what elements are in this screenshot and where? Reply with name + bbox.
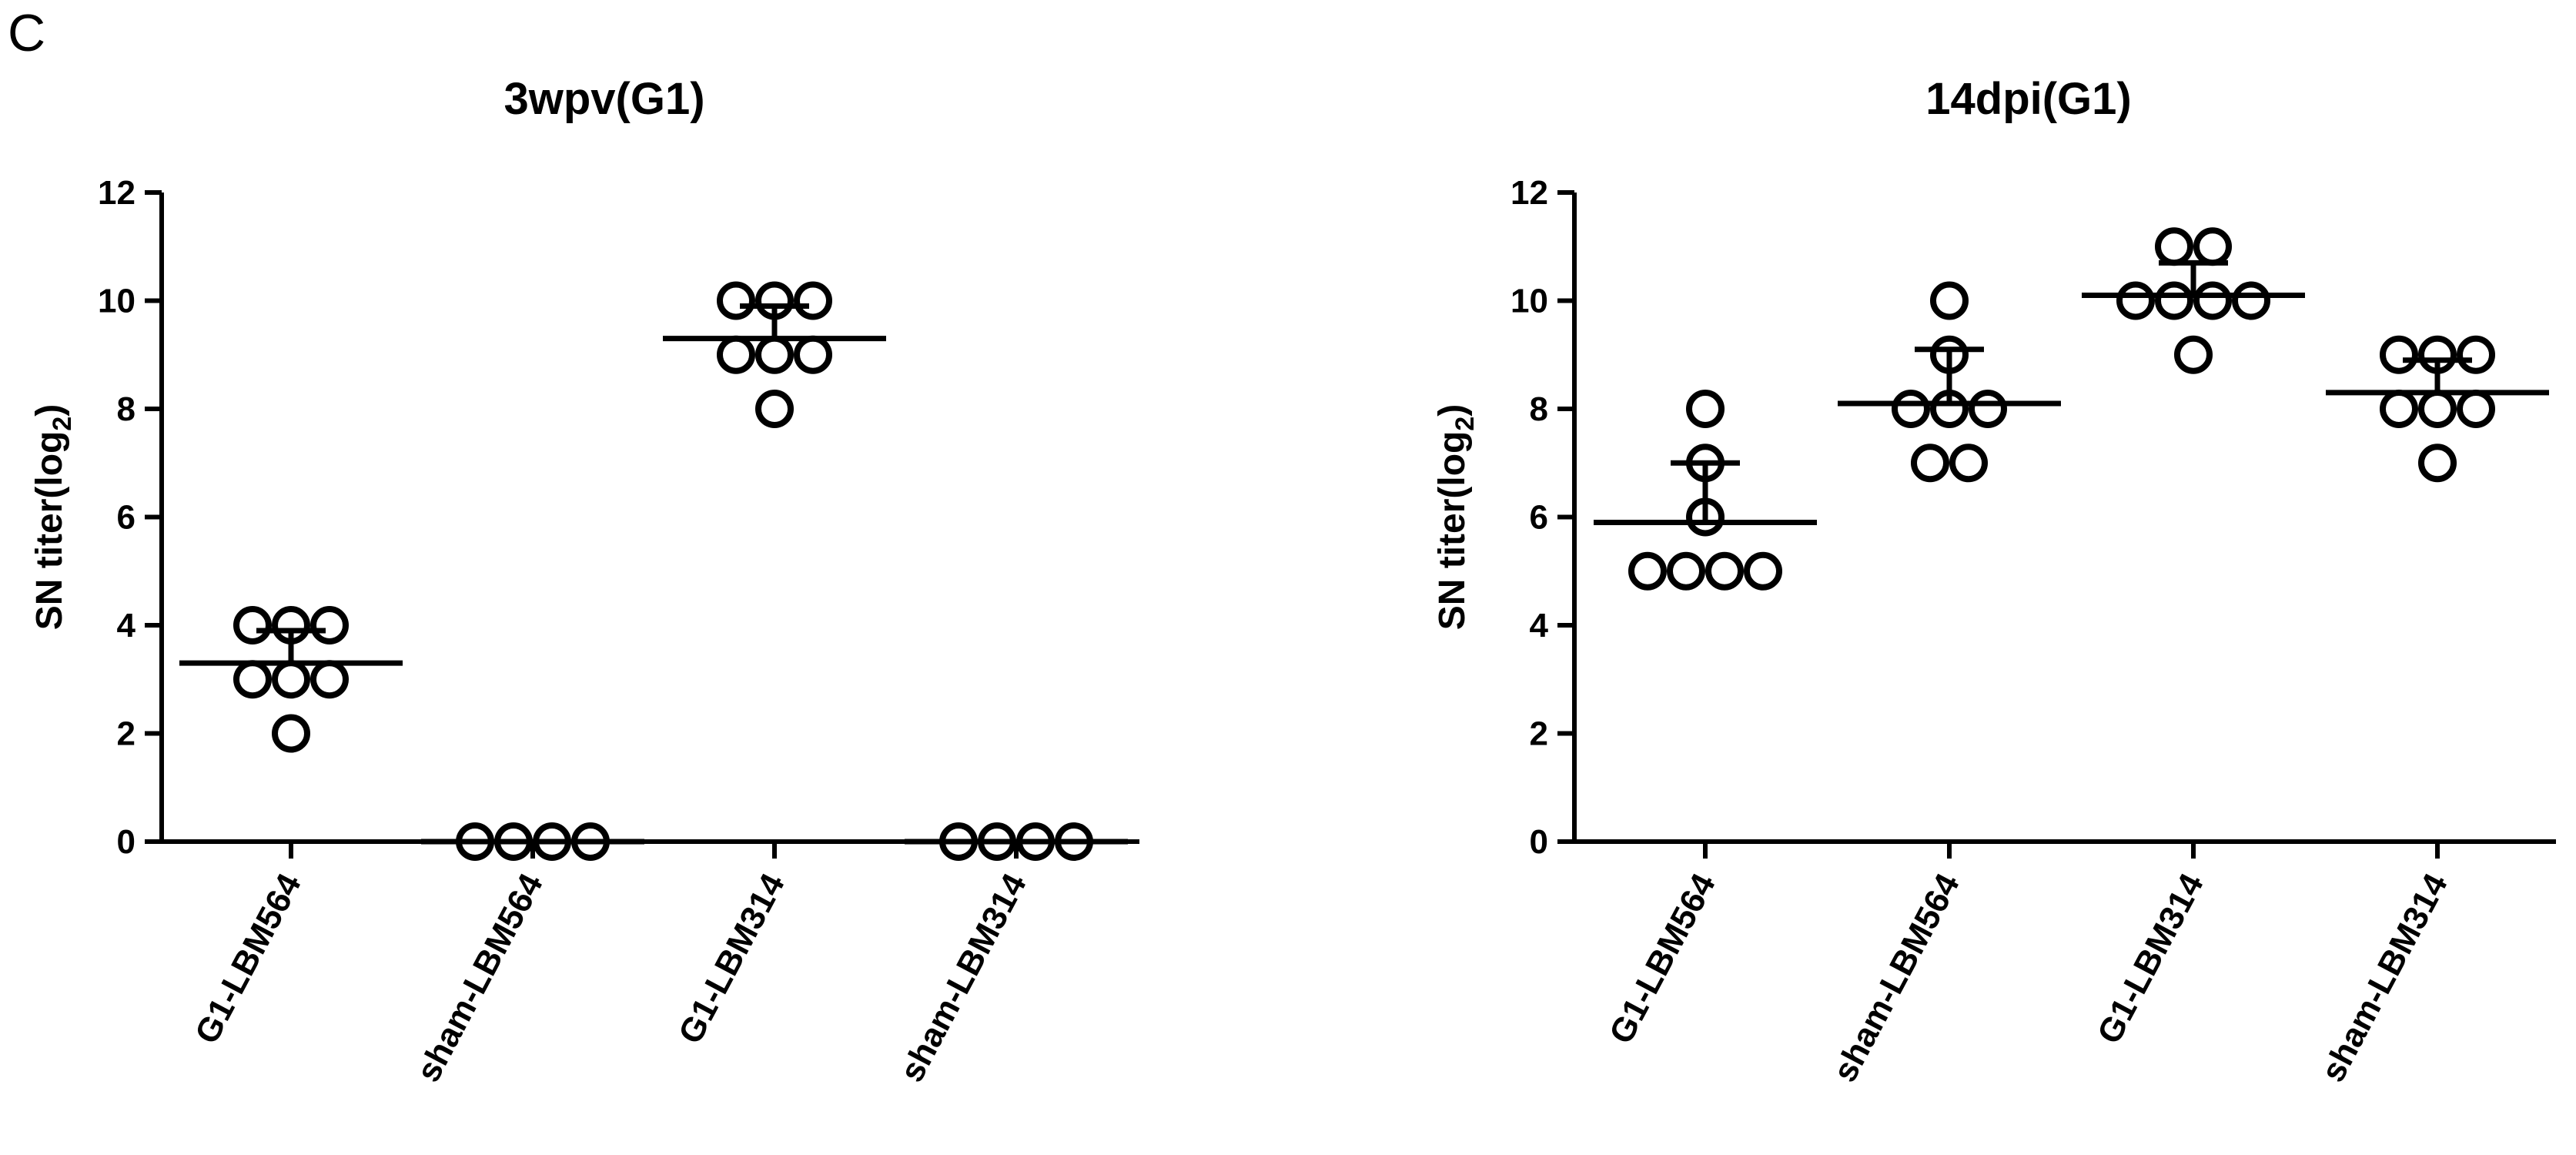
data-point <box>272 714 310 753</box>
data-point <box>2380 335 2418 374</box>
data-point <box>1892 390 1930 428</box>
chart-title: 14dpi(G1) <box>1925 74 2132 124</box>
data-point <box>2193 281 2232 320</box>
data-point <box>717 335 755 374</box>
data-point <box>1628 551 1667 591</box>
data-point <box>755 335 794 374</box>
chart-panel-2: 14dpi(G1)SN titer(log2)024681012G1-LBM56… <box>1432 74 2556 1088</box>
data-point <box>1969 390 2007 428</box>
data-point <box>2155 227 2193 266</box>
data-point <box>2193 227 2232 266</box>
data-point <box>1667 551 1705 591</box>
chart-panel-1: 3wpv(G1)SN titer(log2)024681012G1-LBM564… <box>29 74 1139 1088</box>
y-tick-label: 0 <box>117 823 135 861</box>
y-tick-label: 10 <box>1510 283 1548 320</box>
data-point <box>1744 551 1782 591</box>
data-point <box>717 281 755 320</box>
y-axis-label-close: ) <box>1432 404 1473 417</box>
data-point <box>2116 281 2155 320</box>
y-tick-label: 4 <box>1530 607 1549 644</box>
x-tick-label: sham-LBM564 <box>410 867 551 1088</box>
y-tick-label: 0 <box>1530 823 1548 861</box>
y-axis-label-main: SN titer(log <box>29 431 70 631</box>
x-tick-label: G1-LBM314 <box>2090 867 2211 1050</box>
x-tick-label: sham-LBM314 <box>2314 867 2456 1088</box>
data-point <box>310 660 349 699</box>
data-point <box>2457 335 2495 374</box>
y-tick-label: 2 <box>117 715 135 753</box>
y-tick-label: 12 <box>98 174 135 212</box>
data-point <box>233 606 272 644</box>
data-point <box>1686 390 1725 428</box>
data-point <box>794 281 832 320</box>
data-point <box>1949 444 1988 483</box>
chart-title: 3wpv(G1) <box>503 74 704 124</box>
x-tick-label: sham-LBM564 <box>1826 867 1968 1088</box>
data-point <box>2418 444 2457 483</box>
x-tick-label: G1-LBM564 <box>1602 867 1723 1050</box>
y-tick-label: 6 <box>117 499 135 537</box>
data-point <box>272 660 310 699</box>
y-axis-label-close: ) <box>29 404 70 417</box>
y-axis-label: SN titer(log2) <box>29 404 77 631</box>
data-point <box>2174 335 2213 374</box>
data-point <box>2155 281 2193 320</box>
y-axis-label-subscript: 2 <box>1450 417 1480 431</box>
y-tick-label: 8 <box>1530 390 1548 428</box>
data-point <box>2457 390 2495 428</box>
x-tick-label: sham-LBM314 <box>893 867 1035 1088</box>
data-point <box>2380 390 2418 428</box>
y-tick-label: 12 <box>1510 174 1548 212</box>
data-point <box>1911 444 1949 483</box>
y-axis-label: SN titer(log2) <box>1432 404 1480 631</box>
data-point <box>794 335 832 374</box>
panel-letter: C <box>8 4 46 62</box>
data-point <box>755 390 794 428</box>
y-tick-label: 8 <box>117 390 135 428</box>
y-axis-label-main: SN titer(log <box>1432 431 1473 631</box>
x-tick-label: G1-LBM314 <box>671 867 792 1050</box>
x-tick-label: G1-LBM564 <box>188 867 309 1050</box>
data-point <box>233 660 272 699</box>
data-point <box>1930 281 1969 320</box>
data-point <box>2418 390 2457 428</box>
data-point <box>2232 281 2270 320</box>
y-tick-label: 2 <box>1530 715 1548 753</box>
y-axis-label-subscript: 2 <box>48 417 77 431</box>
data-point <box>310 606 349 644</box>
y-tick-label: 6 <box>1530 499 1548 537</box>
data-point <box>1705 551 1744 591</box>
y-tick-label: 10 <box>98 283 135 320</box>
y-tick-label: 4 <box>117 607 136 644</box>
